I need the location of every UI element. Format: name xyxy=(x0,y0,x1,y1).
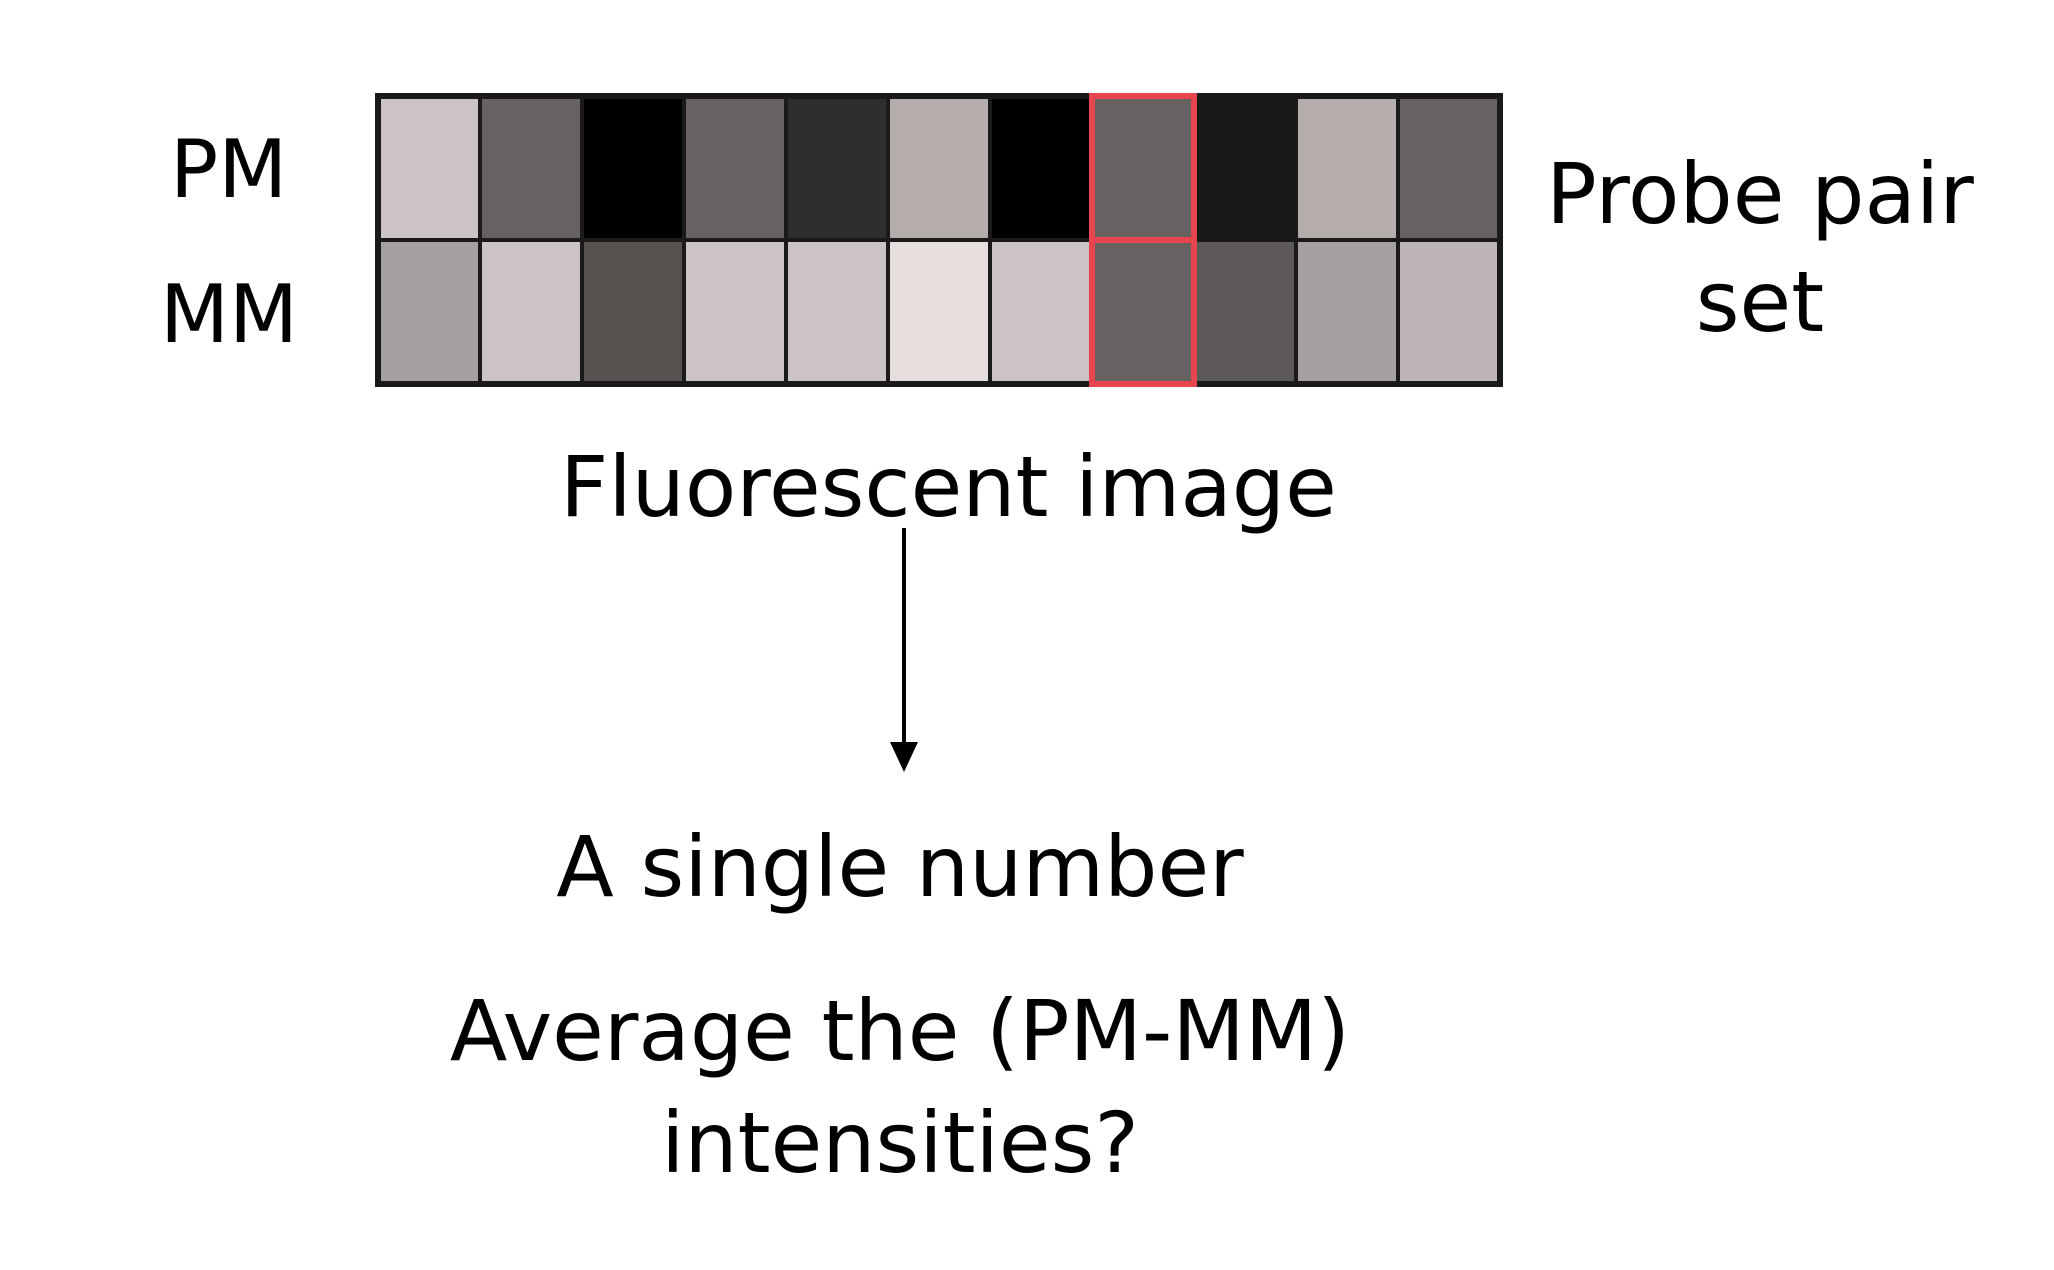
mm-cell-8 xyxy=(1090,238,1196,386)
probe-cell-grid xyxy=(376,94,1502,386)
pm-cell-2 xyxy=(478,94,584,242)
mm-cell-4 xyxy=(682,238,788,386)
pm-cell-3 xyxy=(580,94,686,242)
mm-cell-9 xyxy=(1192,238,1298,386)
mm-cell-2 xyxy=(478,238,584,386)
pm-cell-6 xyxy=(886,94,992,242)
pm-row-label: PM xyxy=(170,123,288,216)
pm-cell-9 xyxy=(1192,94,1298,242)
mm-cell-1 xyxy=(376,238,482,386)
pm-cell-5 xyxy=(784,94,890,242)
arrow-head xyxy=(890,742,918,772)
pm-cell-8 xyxy=(1090,94,1196,242)
average-question-label: Average the (PM-MM) intensities? xyxy=(449,982,1351,1192)
probe-pair-set-label: Probe pair set xyxy=(1546,145,1974,351)
pm-cell-7 xyxy=(988,94,1094,242)
mm-cell-11 xyxy=(1396,238,1502,386)
pm-cell-1 xyxy=(376,94,482,242)
mm-cell-6 xyxy=(886,238,992,386)
probe-grid-outline xyxy=(375,93,1503,387)
mm-cell-5 xyxy=(784,238,890,386)
mm-cell-7 xyxy=(988,238,1094,386)
single-number-label: A single number xyxy=(556,818,1244,916)
pm-cell-4 xyxy=(682,94,788,242)
fluorescent-image-label: Fluorescent image xyxy=(560,438,1337,536)
mm-cell-10 xyxy=(1294,238,1400,386)
mm-cell-3 xyxy=(580,238,686,386)
mm-row-label: MM xyxy=(160,268,299,361)
pm-cell-11 xyxy=(1396,94,1502,242)
pm-cell-10 xyxy=(1294,94,1400,242)
